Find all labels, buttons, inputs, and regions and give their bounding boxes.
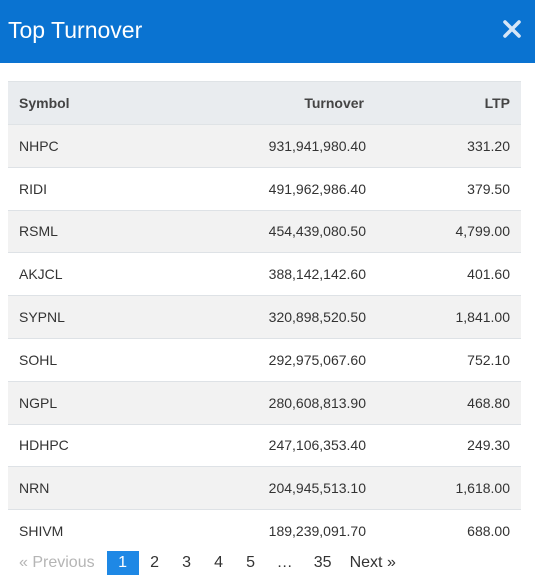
turnover-table: Symbol Turnover LTP NHPC 931,941,980.40 33… xyxy=(8,81,521,553)
cell-turnover: 247,106,353.40 xyxy=(188,423,366,467)
cell-turnover: 491,962,986.40 xyxy=(188,166,366,211)
pagination-ellipsis: … xyxy=(276,554,293,571)
cell-symbol: HDHPC xyxy=(8,423,188,467)
table-header-row: Symbol Turnover LTP xyxy=(8,81,521,125)
cell-symbol: RIDI xyxy=(8,166,188,211)
cell-ltp: 688.00 xyxy=(366,509,521,553)
cell-ltp: 4,799.00 xyxy=(366,209,521,253)
cell-ltp: 401.60 xyxy=(366,252,521,296)
close-icon[interactable] xyxy=(501,18,523,40)
page-button-1[interactable]: 1 xyxy=(106,551,139,575)
cell-ltp: 468.80 xyxy=(366,380,521,425)
cell-turnover: 931,941,980.40 xyxy=(188,124,366,168)
column-header-ltp[interactable]: LTP xyxy=(366,81,521,125)
cell-symbol: NRN xyxy=(8,466,188,510)
table-row[interactable]: SYPNL 320,898,520.50 1,841.00 xyxy=(8,295,521,339)
table-row[interactable]: SOHL 292,975,067.60 752.10 xyxy=(8,337,521,382)
cell-symbol: NGPL xyxy=(8,380,188,425)
cell-symbol: SYPNL xyxy=(8,295,188,339)
page-button-4[interactable]: 4 xyxy=(214,554,224,571)
cell-symbol: SOHL xyxy=(8,337,188,382)
cell-turnover: 292,975,067.60 xyxy=(188,337,366,382)
table-row[interactable]: NRN 204,945,513.10 1,618.00 xyxy=(8,466,521,510)
page-button-3[interactable]: 3 xyxy=(182,554,192,571)
table-row[interactable]: HDHPC 247,106,353.40 249.30 xyxy=(8,423,521,467)
cell-ltp: 379.50 xyxy=(366,166,521,211)
page-button-2[interactable]: 2 xyxy=(150,554,160,571)
cell-turnover: 204,945,513.10 xyxy=(188,466,366,510)
table-row[interactable]: SHIVM 189,239,091.70 688.00 xyxy=(8,509,521,553)
pagination: « Previous 1 2 3 4 5 … 35 Next » xyxy=(8,550,396,576)
table-row[interactable]: NGPL 280,608,813.90 468.80 xyxy=(8,380,521,425)
modal-title: Top Turnover xyxy=(8,17,143,43)
cell-symbol: RSML xyxy=(8,209,188,253)
next-page-button[interactable]: Next » xyxy=(349,554,396,571)
table-row[interactable]: NHPC 931,941,980.40 331.20 xyxy=(8,124,521,168)
cell-ltp: 331.20 xyxy=(366,124,521,168)
previous-page-button[interactable]: « Previous xyxy=(19,554,95,571)
table-row[interactable]: RSML 454,439,080.50 4,799.00 xyxy=(8,209,521,253)
cell-ltp: 249.30 xyxy=(366,423,521,467)
cell-symbol: SHIVM xyxy=(8,509,188,553)
cell-symbol: NHPC xyxy=(8,124,188,168)
cell-turnover: 320,898,520.50 xyxy=(188,295,366,339)
cell-ltp: 1,841.00 xyxy=(366,295,521,339)
cell-ltp: 1,618.00 xyxy=(366,466,521,510)
column-header-turnover[interactable]: Turnover xyxy=(188,81,366,125)
column-header-symbol[interactable]: Symbol xyxy=(8,81,188,125)
table-row[interactable]: AKJCL 388,142,142.60 401.60 xyxy=(8,252,521,296)
turnover-table-container: Symbol Turnover LTP NHPC 931,941,980.40 33… xyxy=(8,81,521,553)
cell-turnover: 280,608,813.90 xyxy=(188,380,366,425)
cell-symbol: AKJCL xyxy=(8,252,188,296)
modal-header: Top Turnover xyxy=(0,0,535,63)
cell-ltp: 752.10 xyxy=(366,337,521,382)
cell-turnover: 454,439,080.50 xyxy=(188,209,366,253)
page-button-5[interactable]: 5 xyxy=(246,554,256,571)
table-row[interactable]: RIDI 491,962,986.40 379.50 xyxy=(8,166,521,211)
page-button-35[interactable]: 35 xyxy=(313,554,332,571)
cell-turnover: 189,239,091.70 xyxy=(188,509,366,553)
cell-turnover: 388,142,142.60 xyxy=(188,252,366,296)
